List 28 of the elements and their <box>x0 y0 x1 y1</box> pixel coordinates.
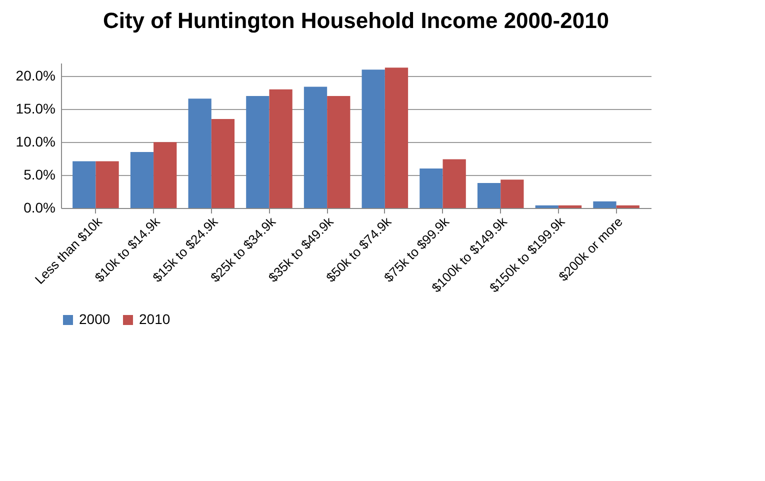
bar <box>72 161 96 208</box>
bar <box>535 205 558 208</box>
bar <box>188 98 212 208</box>
bar <box>420 168 443 208</box>
bar <box>500 180 524 208</box>
legend-label: 2000 <box>79 311 110 327</box>
bar <box>558 205 582 208</box>
bar <box>362 70 385 208</box>
y-tick-label: 5.0% <box>24 166 56 183</box>
bar <box>269 89 292 208</box>
bar <box>616 205 640 208</box>
bar <box>477 182 501 208</box>
bar <box>304 86 328 208</box>
bar <box>96 161 119 208</box>
y-tick-label: 15.0% <box>16 100 56 117</box>
chart-title: City of Huntington Household Income 2000-2010 <box>102 8 610 33</box>
bar <box>384 68 408 208</box>
bar <box>327 96 350 208</box>
bar <box>154 142 177 208</box>
bar <box>593 201 616 208</box>
bar <box>130 152 154 208</box>
y-tick-label: 10.0% <box>16 134 56 150</box>
bar <box>442 159 466 208</box>
y-tick-label: 0.0% <box>24 200 56 216</box>
bar <box>211 119 235 208</box>
legend-label: 2010 <box>139 311 170 327</box>
bar <box>246 96 270 208</box>
y-tick-label: 20.0% <box>16 68 56 84</box>
